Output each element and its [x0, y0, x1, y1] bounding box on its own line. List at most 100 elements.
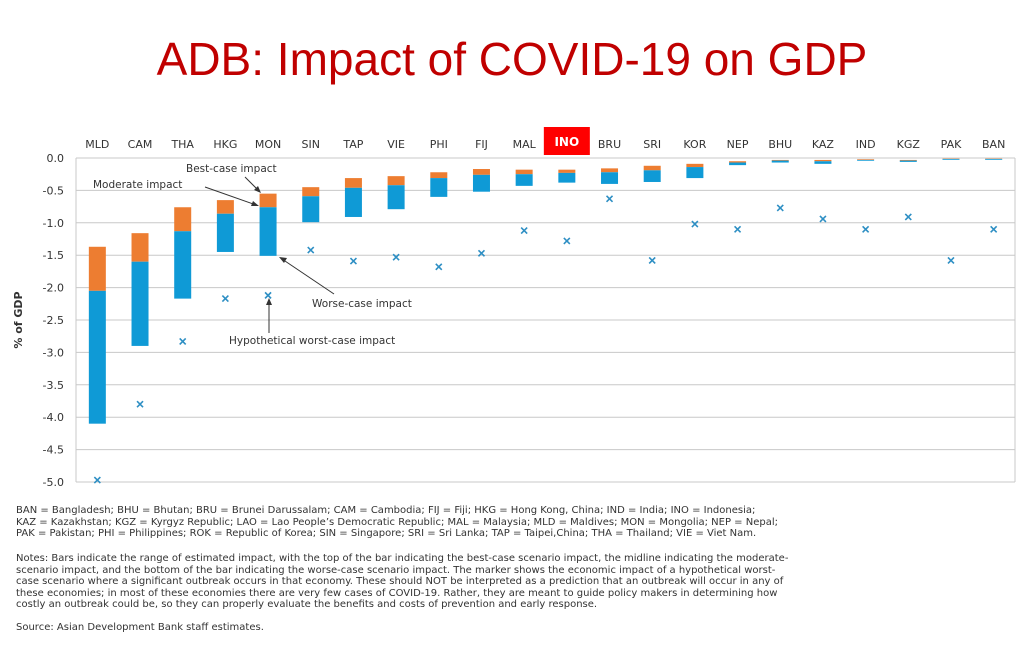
category-label: PHI: [430, 138, 448, 151]
bar-moderate-to-worse: [857, 159, 875, 161]
bar-moderate-to-worse: [771, 160, 789, 163]
bar-best-to-moderate: [558, 169, 576, 173]
marker-stroke: [179, 337, 187, 345]
chart: 0.0 -0.5 -1.0 -1.5 -2.0 -2.5 -3.0 -3.5 -4.0 -4.5 -…: [12, 127, 1016, 489]
worst-case-marker: [691, 220, 699, 228]
worst-case-marker: [179, 337, 187, 345]
marker-stroke: [648, 256, 656, 264]
annotation-moderate: Moderate impact: [93, 179, 182, 191]
arrowhead-icon: [279, 257, 287, 263]
bar-best-to-moderate: [643, 165, 661, 171]
worst-case-marker: [435, 263, 443, 271]
worst-case-marker: [776, 204, 784, 212]
abbreviations-line: PAK = Pakistan; PHI = Philippines; ROK =…: [16, 528, 757, 539]
page-title: ADB: Impact of COVID-19 on GDP: [156, 33, 868, 85]
bar-best-to-moderate: [814, 159, 832, 162]
notes-footnote: Notes: Bars indicate the range of estima…: [16, 553, 1016, 611]
worst-case-marker: [605, 195, 614, 203]
y-tick-label: -4.0: [43, 411, 64, 424]
marker-stroke: [734, 225, 742, 233]
category-label: SIN: [302, 138, 320, 151]
arrowhead-icon: [251, 201, 259, 206]
worst-case-marker: [734, 225, 742, 233]
marker-stroke: [776, 204, 784, 212]
marker-stroke: [947, 256, 955, 264]
category-label: KOR: [683, 138, 706, 151]
notes-line: these economies; in most of these econom…: [16, 587, 778, 599]
category-label: BHU: [768, 138, 792, 151]
bar-best-to-moderate: [387, 176, 405, 186]
category-label: NEP: [727, 138, 749, 151]
y-tick-label: -4.5: [43, 444, 64, 457]
marker-stroke: [435, 263, 443, 271]
bar-moderate-to-worse: [814, 161, 832, 164]
worst-case-marker: [264, 291, 272, 299]
bar-best-to-moderate: [601, 168, 619, 173]
marker-stroke: [136, 400, 144, 408]
marker-stroke: [819, 215, 827, 223]
category-label: THA: [170, 138, 194, 151]
marker-stroke: [264, 291, 272, 299]
bar-best-to-moderate: [771, 159, 789, 161]
bar-moderate-to-worse: [942, 158, 960, 160]
annotation-hypothetical-worst: Hypothetical worst-case impact: [229, 335, 395, 347]
abbreviations-footnote: BAN = Bangladesh; BHU = Bhutan; BRU = Br…: [16, 505, 1016, 540]
bar-best-to-moderate: [259, 193, 277, 208]
bar-moderate-to-worse: [985, 158, 1003, 160]
bar-best-to-moderate: [302, 187, 320, 197]
bar-moderate-to-worse: [558, 172, 576, 183]
y-axis-label: % of GDP: [12, 291, 25, 348]
worst-case-marker: [520, 227, 528, 235]
bar-best-to-moderate: [88, 246, 106, 291]
bar-best-to-moderate: [686, 163, 704, 168]
category-label: CAM: [128, 138, 153, 151]
y-tick-label: -2.5: [43, 314, 64, 327]
annotation-arrow-worse-case: [281, 258, 335, 295]
category-label: MLD: [85, 138, 109, 151]
category-label: MON: [255, 138, 281, 151]
worst-case-marker: [648, 256, 656, 264]
notes-line: Notes: Bars indicate the range of estima…: [16, 553, 789, 564]
y-tick-label: -3.0: [43, 346, 64, 359]
bar-moderate-to-worse: [601, 172, 619, 184]
bar-moderate-to-worse: [88, 290, 106, 424]
worst-case-marker: [819, 215, 827, 223]
worst-case-marker: [904, 213, 912, 221]
bar-best-to-moderate: [729, 161, 747, 163]
marker-stroke: [691, 220, 699, 228]
marker-stroke: [349, 257, 357, 265]
bar-moderate-to-worse: [729, 162, 747, 166]
notes-line: costly an outbreak could be, so they can…: [16, 599, 598, 610]
category-label: PAK: [941, 138, 962, 151]
marker-stroke: [392, 253, 400, 261]
category-label: BRU: [598, 138, 621, 151]
y-axis-ticks: 0.0 -0.5 -1.0 -1.5 -2.0 -2.5 -3.0 -3.5 -4.0 -4.5 -…: [43, 152, 64, 489]
bar-moderate-to-worse: [515, 174, 533, 186]
bar-best-to-moderate: [131, 233, 149, 262]
marker-stroke: [307, 246, 315, 254]
worst-case-marker: [307, 246, 315, 254]
category-label: KAZ: [812, 138, 835, 151]
worst-case-marker: [349, 257, 357, 265]
bar-best-to-moderate: [899, 159, 917, 161]
bar-moderate-to-worse: [899, 160, 917, 162]
abbreviations-line: BAN = Bangladesh; BHU = Bhutan; BRU = Br…: [16, 505, 756, 516]
category-label: IND: [856, 138, 876, 151]
marker-stroke: [93, 476, 101, 484]
y-tick-label: -5.0: [43, 476, 64, 489]
category-labels: MLD CAM THA HKG MON SIN TAP VIE PHI FIJ MAL INO BRU S…: [85, 127, 1005, 155]
annotation-arrow-moderate: [204, 186, 257, 206]
marker-stroke: [520, 227, 528, 235]
bar-best-to-moderate: [174, 207, 192, 232]
category-label-highlighted: INO: [554, 135, 579, 149]
worst-case-marker: [93, 476, 101, 484]
category-label: KGZ: [897, 138, 921, 151]
bar-moderate-to-worse: [344, 187, 362, 217]
arrowhead-icon: [266, 298, 272, 305]
category-label: FIJ: [475, 138, 488, 151]
bar-moderate-to-worse: [302, 196, 320, 223]
marker-stroke: [605, 195, 614, 203]
marker-stroke: [477, 249, 486, 257]
gridlines: [75, 157, 1016, 483]
y-tick-label: -3.5: [43, 379, 64, 392]
